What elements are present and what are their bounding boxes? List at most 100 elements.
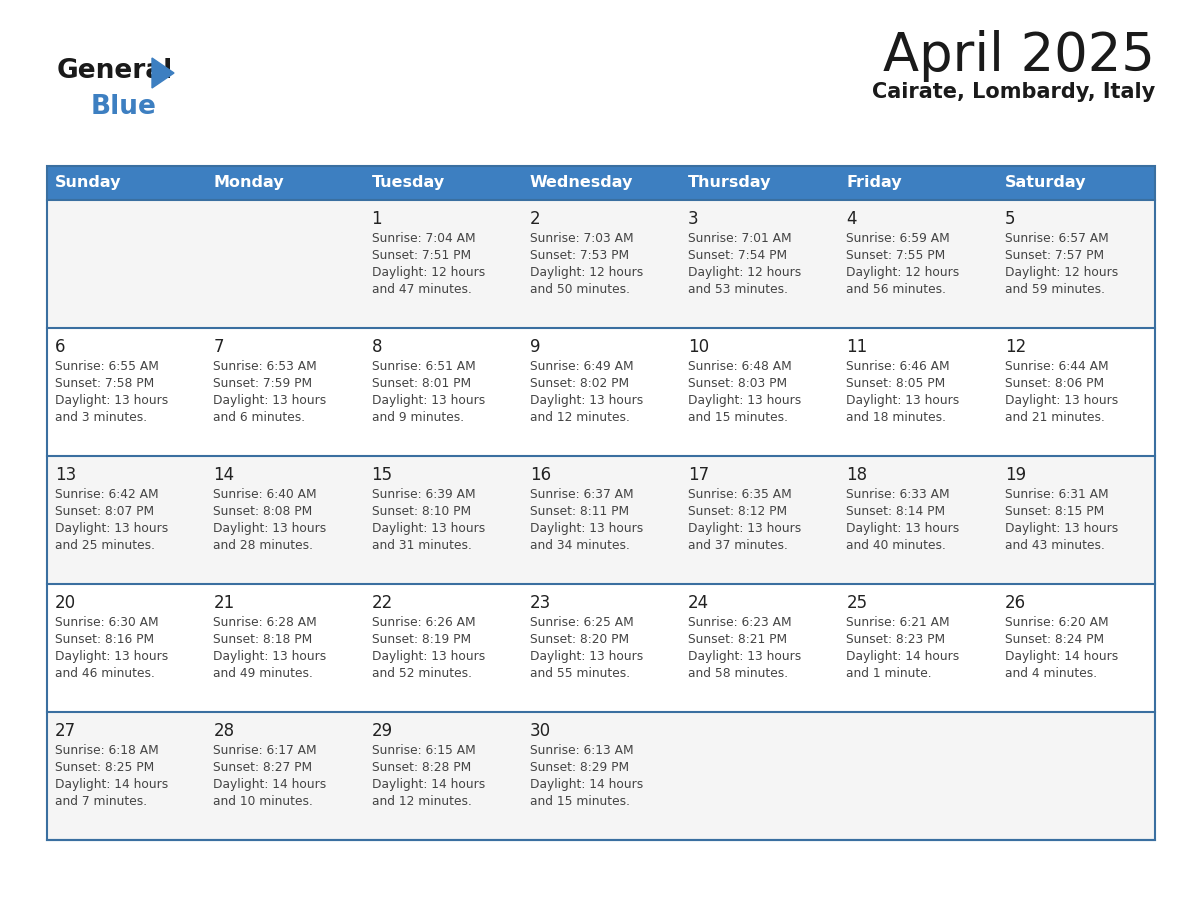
Text: and 55 minutes.: and 55 minutes.: [530, 667, 630, 680]
Bar: [48, 712, 1155, 840]
Text: Sunrise: 6:17 AM: Sunrise: 6:17 AM: [214, 744, 317, 757]
Text: Sunrise: 7:01 AM: Sunrise: 7:01 AM: [688, 232, 791, 245]
Text: and 28 minutes.: and 28 minutes.: [214, 539, 314, 552]
Text: Sunset: 8:10 PM: Sunset: 8:10 PM: [372, 505, 470, 518]
Text: Daylight: 12 hours: Daylight: 12 hours: [372, 266, 485, 279]
Text: and 10 minutes.: and 10 minutes.: [214, 795, 314, 808]
Text: Sunrise: 6:49 AM: Sunrise: 6:49 AM: [530, 360, 633, 373]
Text: Sunrise: 6:51 AM: Sunrise: 6:51 AM: [372, 360, 475, 373]
Text: and 52 minutes.: and 52 minutes.: [372, 667, 472, 680]
Text: and 50 minutes.: and 50 minutes.: [530, 283, 630, 296]
Text: 3: 3: [688, 210, 699, 228]
Text: Sunrise: 6:48 AM: Sunrise: 6:48 AM: [688, 360, 792, 373]
Text: and 47 minutes.: and 47 minutes.: [372, 283, 472, 296]
Text: Sunset: 8:12 PM: Sunset: 8:12 PM: [688, 505, 788, 518]
Text: 10: 10: [688, 338, 709, 356]
Text: Sunset: 8:07 PM: Sunset: 8:07 PM: [55, 505, 154, 518]
Text: 11: 11: [846, 338, 867, 356]
Text: and 37 minutes.: and 37 minutes.: [688, 539, 788, 552]
Text: Daylight: 13 hours: Daylight: 13 hours: [214, 522, 327, 535]
Text: Sunset: 7:54 PM: Sunset: 7:54 PM: [688, 249, 788, 262]
Text: Thursday: Thursday: [688, 175, 772, 191]
Text: 22: 22: [372, 594, 393, 612]
Bar: [48, 328, 1155, 456]
Text: Daylight: 13 hours: Daylight: 13 hours: [372, 650, 485, 663]
Text: 15: 15: [372, 466, 393, 484]
Text: Sunset: 7:59 PM: Sunset: 7:59 PM: [214, 377, 312, 390]
Text: Sunrise: 6:20 AM: Sunrise: 6:20 AM: [1005, 616, 1108, 629]
Text: Daylight: 14 hours: Daylight: 14 hours: [530, 778, 643, 791]
Text: Sunset: 8:05 PM: Sunset: 8:05 PM: [846, 377, 946, 390]
Text: Sunset: 8:20 PM: Sunset: 8:20 PM: [530, 633, 628, 646]
Text: Sunset: 8:11 PM: Sunset: 8:11 PM: [530, 505, 628, 518]
Text: 12: 12: [1005, 338, 1026, 356]
Text: 13: 13: [55, 466, 76, 484]
Text: Blue: Blue: [91, 94, 157, 120]
Text: Sunset: 8:02 PM: Sunset: 8:02 PM: [530, 377, 628, 390]
Text: and 34 minutes.: and 34 minutes.: [530, 539, 630, 552]
Text: Sunset: 8:01 PM: Sunset: 8:01 PM: [372, 377, 470, 390]
Text: Sunset: 7:55 PM: Sunset: 7:55 PM: [846, 249, 946, 262]
Text: and 3 minutes.: and 3 minutes.: [55, 411, 147, 424]
Text: Daylight: 13 hours: Daylight: 13 hours: [688, 394, 802, 407]
Text: Sunrise: 7:03 AM: Sunrise: 7:03 AM: [530, 232, 633, 245]
Text: Sunset: 7:53 PM: Sunset: 7:53 PM: [530, 249, 628, 262]
Text: 18: 18: [846, 466, 867, 484]
Text: Daylight: 12 hours: Daylight: 12 hours: [688, 266, 802, 279]
Text: Sunrise: 6:40 AM: Sunrise: 6:40 AM: [214, 488, 317, 501]
Text: and 58 minutes.: and 58 minutes.: [688, 667, 789, 680]
Text: Daylight: 13 hours: Daylight: 13 hours: [214, 394, 327, 407]
Text: Sunrise: 6:21 AM: Sunrise: 6:21 AM: [846, 616, 950, 629]
Text: 30: 30: [530, 722, 551, 740]
Text: 2: 2: [530, 210, 541, 228]
Text: Daylight: 14 hours: Daylight: 14 hours: [372, 778, 485, 791]
Text: Daylight: 12 hours: Daylight: 12 hours: [530, 266, 643, 279]
Text: Sunset: 8:19 PM: Sunset: 8:19 PM: [372, 633, 470, 646]
Text: Daylight: 13 hours: Daylight: 13 hours: [372, 522, 485, 535]
Text: Sunrise: 6:28 AM: Sunrise: 6:28 AM: [214, 616, 317, 629]
Text: 17: 17: [688, 466, 709, 484]
Bar: [48, 166, 1155, 200]
Text: Daylight: 13 hours: Daylight: 13 hours: [688, 522, 802, 535]
Text: Daylight: 14 hours: Daylight: 14 hours: [214, 778, 327, 791]
Text: Sunrise: 6:35 AM: Sunrise: 6:35 AM: [688, 488, 792, 501]
Text: Daylight: 13 hours: Daylight: 13 hours: [1005, 394, 1118, 407]
Text: and 40 minutes.: and 40 minutes.: [846, 539, 947, 552]
Text: Saturday: Saturday: [1005, 175, 1086, 191]
Text: Sunrise: 6:30 AM: Sunrise: 6:30 AM: [55, 616, 159, 629]
Bar: [48, 584, 1155, 712]
Text: Sunrise: 6:26 AM: Sunrise: 6:26 AM: [372, 616, 475, 629]
Text: 8: 8: [372, 338, 383, 356]
Text: Sunrise: 6:31 AM: Sunrise: 6:31 AM: [1005, 488, 1108, 501]
Text: Sunrise: 6:18 AM: Sunrise: 6:18 AM: [55, 744, 159, 757]
Text: and 46 minutes.: and 46 minutes.: [55, 667, 154, 680]
Text: Sunrise: 6:39 AM: Sunrise: 6:39 AM: [372, 488, 475, 501]
Text: Wednesday: Wednesday: [530, 175, 633, 191]
Text: Sunrise: 6:46 AM: Sunrise: 6:46 AM: [846, 360, 950, 373]
Text: and 18 minutes.: and 18 minutes.: [846, 411, 947, 424]
Text: and 49 minutes.: and 49 minutes.: [214, 667, 314, 680]
Text: Sunday: Sunday: [55, 175, 121, 191]
Text: Sunrise: 7:04 AM: Sunrise: 7:04 AM: [372, 232, 475, 245]
Text: 24: 24: [688, 594, 709, 612]
Text: Sunset: 8:14 PM: Sunset: 8:14 PM: [846, 505, 946, 518]
Text: 9: 9: [530, 338, 541, 356]
Text: Sunrise: 6:42 AM: Sunrise: 6:42 AM: [55, 488, 159, 501]
Text: Sunrise: 6:33 AM: Sunrise: 6:33 AM: [846, 488, 950, 501]
Text: Sunrise: 6:44 AM: Sunrise: 6:44 AM: [1005, 360, 1108, 373]
Text: Sunset: 8:18 PM: Sunset: 8:18 PM: [214, 633, 312, 646]
Text: Sunrise: 6:59 AM: Sunrise: 6:59 AM: [846, 232, 950, 245]
Text: 29: 29: [372, 722, 393, 740]
Text: 4: 4: [846, 210, 857, 228]
Text: 5: 5: [1005, 210, 1016, 228]
Text: Sunset: 8:21 PM: Sunset: 8:21 PM: [688, 633, 788, 646]
Text: Daylight: 13 hours: Daylight: 13 hours: [55, 522, 169, 535]
Text: 7: 7: [214, 338, 223, 356]
Text: 19: 19: [1005, 466, 1026, 484]
Text: Daylight: 12 hours: Daylight: 12 hours: [1005, 266, 1118, 279]
Text: Sunset: 8:24 PM: Sunset: 8:24 PM: [1005, 633, 1104, 646]
Text: Cairate, Lombardy, Italy: Cairate, Lombardy, Italy: [872, 82, 1155, 102]
Text: and 9 minutes.: and 9 minutes.: [372, 411, 463, 424]
Text: Daylight: 14 hours: Daylight: 14 hours: [55, 778, 169, 791]
Text: and 4 minutes.: and 4 minutes.: [1005, 667, 1097, 680]
